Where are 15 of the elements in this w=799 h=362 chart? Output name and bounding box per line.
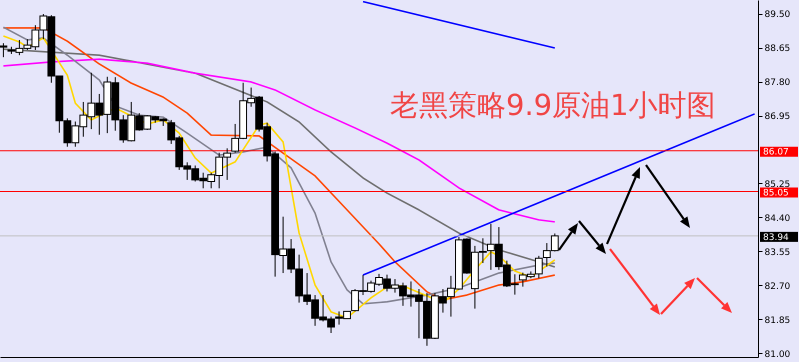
y-tick-label: 88.65 [764, 44, 790, 54]
ref-line-label: 86.07 [763, 148, 789, 158]
y-tick-label: 87.80 [764, 78, 791, 88]
ref-line-label: 85.05 [763, 188, 789, 198]
y-tick-label: 81.85 [764, 316, 790, 326]
y-tick-label: 82.70 [764, 282, 791, 292]
y-tick-label: 86.95 [764, 112, 790, 122]
candlestick [0, 42, 8, 58]
y-tick-label: 89.50 [764, 10, 791, 20]
y-tick-label: 85.25 [764, 180, 790, 190]
y-tick-label: 81.00 [764, 350, 791, 360]
ref-line-label: 83.94 [763, 232, 790, 243]
y-tick-label: 83.55 [764, 248, 790, 258]
y-tick-label: 84.40 [764, 214, 791, 224]
text: 老黑策略9.9原油1小时图 [390, 88, 716, 122]
